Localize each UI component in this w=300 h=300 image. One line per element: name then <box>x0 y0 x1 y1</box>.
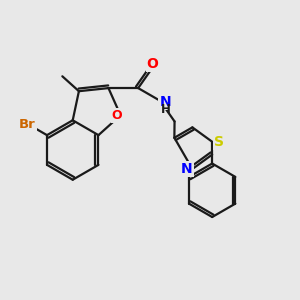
Text: N: N <box>181 162 193 176</box>
Text: S: S <box>214 135 224 149</box>
Text: Br: Br <box>19 118 36 131</box>
Text: O: O <box>112 109 122 122</box>
Text: O: O <box>147 57 159 71</box>
Text: H: H <box>160 103 170 116</box>
Text: N: N <box>160 95 171 109</box>
